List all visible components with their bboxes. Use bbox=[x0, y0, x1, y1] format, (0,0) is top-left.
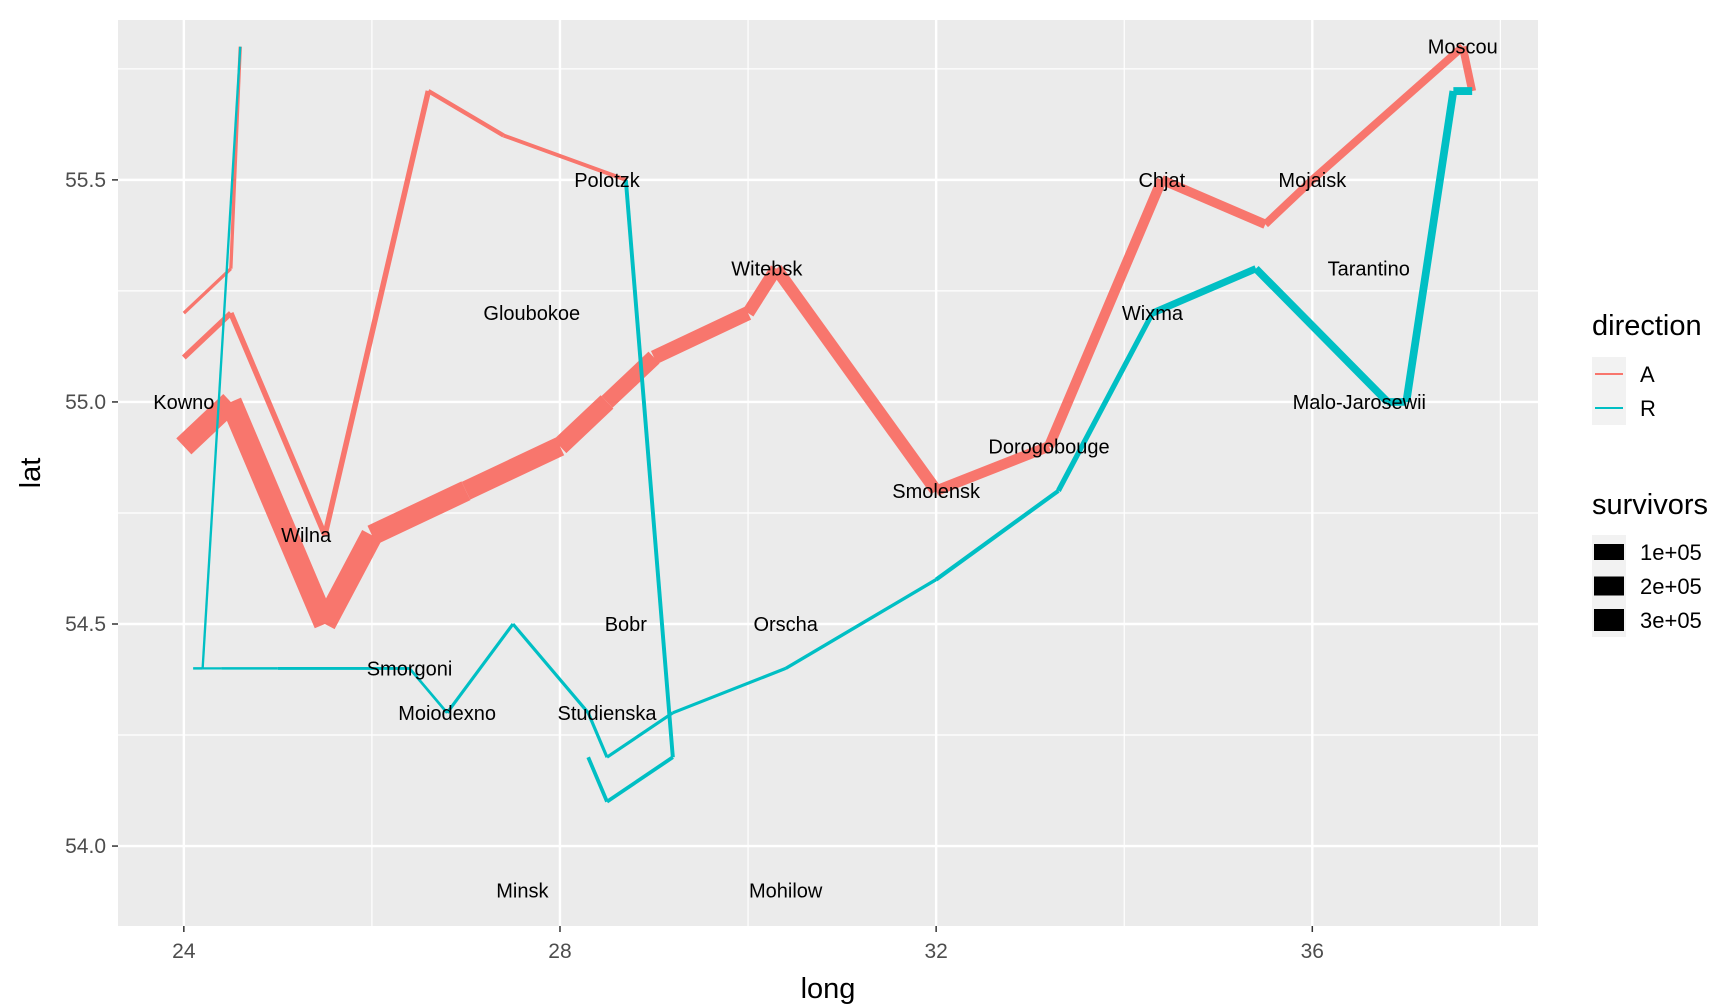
path-segment-r bbox=[586, 756, 609, 803]
path-segment-r bbox=[1151, 265, 1258, 317]
path-segment-r bbox=[201, 46, 242, 669]
legend-direction: direction AR bbox=[1592, 310, 1702, 425]
city-labels: Kowno Wilna Smorgoni Moiodexno Gloubokoe Mins… bbox=[153, 37, 1498, 903]
plot-panel bbox=[118, 20, 1538, 926]
legend-direction-label: A bbox=[1640, 362, 1655, 387]
city-label: Polotzk bbox=[574, 170, 641, 192]
troop-paths bbox=[176, 43, 1477, 804]
x-axis-title: long bbox=[801, 973, 856, 1005]
path-segment-a bbox=[182, 267, 232, 315]
city-label: Wixma bbox=[1122, 303, 1184, 325]
legend-survivors-title: survivors bbox=[1592, 489, 1708, 521]
path-segment-r bbox=[586, 712, 609, 758]
legend-survivors-label: 3e+05 bbox=[1640, 608, 1702, 633]
path-segment-r bbox=[1056, 311, 1155, 492]
y-tick-label: 55.5 bbox=[65, 169, 106, 192]
grid-minor bbox=[118, 20, 1538, 926]
legend-key-swatch bbox=[1594, 576, 1624, 596]
city-label: Bobr bbox=[605, 614, 648, 636]
path-segment-r bbox=[445, 623, 515, 714]
path-segment-a bbox=[315, 530, 382, 630]
city-label: Kowno bbox=[153, 392, 214, 414]
y-axis-title: lat bbox=[15, 458, 47, 489]
city-label: Tarantino bbox=[1328, 259, 1410, 281]
y-tick-label: 54.5 bbox=[65, 613, 106, 636]
legend-direction-title: direction bbox=[1592, 310, 1702, 342]
legend-survivors: survivors 1e+05 2e+05 3e+05 bbox=[1592, 489, 1708, 637]
path-segment-r bbox=[934, 489, 1060, 582]
legend-survivors-label: 2e+05 bbox=[1640, 574, 1702, 599]
x-tick-label: 28 bbox=[548, 940, 571, 963]
city-label: Studienska bbox=[558, 703, 658, 725]
x-tick-label: 32 bbox=[924, 940, 947, 963]
path-segment-a bbox=[461, 437, 565, 500]
path-segment-a bbox=[322, 90, 432, 536]
x-tick-label: 24 bbox=[172, 940, 196, 963]
y-tick-label: 54.0 bbox=[65, 835, 106, 858]
city-label: Moiodexno bbox=[398, 703, 496, 725]
path-segment-r bbox=[784, 578, 938, 670]
path-segment-a bbox=[1262, 177, 1316, 228]
path-segment-a bbox=[742, 265, 782, 317]
path-segment-r bbox=[511, 622, 590, 714]
path-segment-a bbox=[427, 89, 505, 138]
city-label: Witebsk bbox=[731, 259, 803, 281]
path-segment-r bbox=[1402, 90, 1458, 403]
path-segment-a bbox=[502, 133, 627, 182]
y-axis: 54.0 54.5 55.0 55.5 bbox=[65, 169, 118, 858]
path-segment-a bbox=[553, 395, 614, 454]
path-segment-r bbox=[1253, 266, 1391, 405]
path-segment-a bbox=[1458, 45, 1477, 92]
path-segment-r bbox=[408, 667, 449, 714]
city-label: Malo-Jarosewii bbox=[1293, 392, 1426, 414]
legend-key-swatch bbox=[1594, 609, 1624, 631]
path-segment-a bbox=[934, 441, 1051, 496]
grid-major bbox=[118, 20, 1538, 926]
path-segment-r bbox=[606, 711, 674, 759]
x-axis: 24 28 32 36 bbox=[172, 926, 1324, 963]
path-segment-a bbox=[367, 481, 471, 545]
city-label: Smolensk bbox=[892, 481, 981, 503]
legend-key-swatch bbox=[1594, 544, 1624, 560]
path-segment-r bbox=[672, 666, 787, 715]
y-tick-label: 55.0 bbox=[65, 391, 106, 414]
path-segment-r bbox=[623, 179, 675, 758]
path-segment-r bbox=[605, 755, 674, 804]
city-label: Gloubokoe bbox=[483, 303, 580, 325]
path-segment-a bbox=[1159, 175, 1268, 229]
city-label: Mojaisk bbox=[1278, 170, 1347, 192]
path-segment-a bbox=[650, 306, 752, 365]
path-segment-a bbox=[771, 265, 942, 495]
legend-survivors-label: 1e+05 bbox=[1640, 540, 1702, 565]
city-label: Orscha bbox=[753, 614, 818, 636]
path-segment-a bbox=[228, 312, 328, 537]
city-label: Minsk bbox=[496, 880, 549, 902]
path-segment-a bbox=[601, 351, 660, 408]
legend-direction-label: R bbox=[1640, 396, 1656, 421]
city-label: Moscou bbox=[1428, 37, 1498, 59]
city-label: Mohilow bbox=[749, 880, 823, 902]
path-segment-a bbox=[1309, 43, 1466, 183]
x-tick-label: 36 bbox=[1301, 940, 1324, 963]
path-segment-a bbox=[220, 397, 336, 629]
city-label: Chjat bbox=[1138, 170, 1185, 192]
path-segment-a bbox=[1044, 177, 1167, 449]
city-label: Dorogobouge bbox=[988, 436, 1109, 458]
city-label: Smorgoni bbox=[367, 658, 453, 680]
city-label: Wilna bbox=[281, 525, 332, 547]
